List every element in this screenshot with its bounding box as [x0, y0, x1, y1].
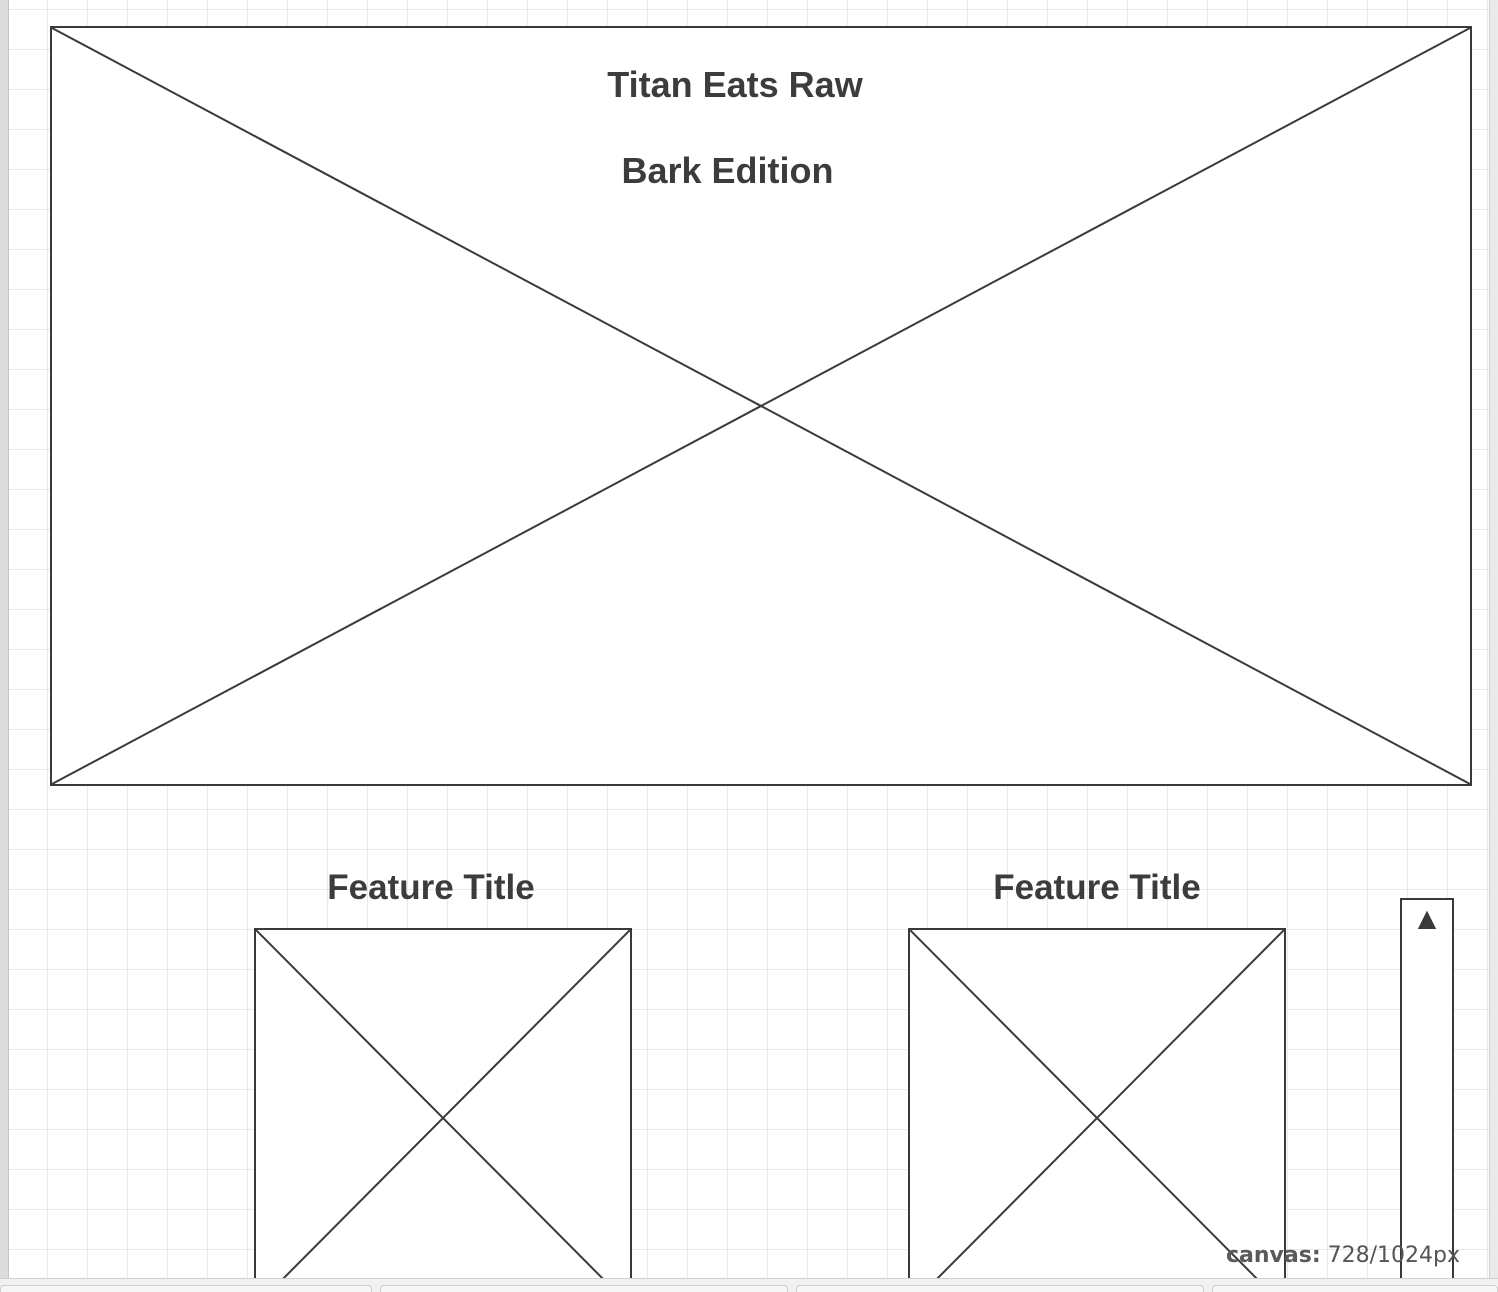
feature-image-placeholder-1[interactable]	[254, 928, 632, 1278]
image-placeholder-icon	[910, 930, 1284, 1278]
page-tab-strip	[0, 1278, 1498, 1292]
right-ruler	[1489, 0, 1498, 1278]
page-tab[interactable]	[796, 1285, 1204, 1292]
page-tab[interactable]	[380, 1285, 788, 1292]
design-canvas[interactable]	[9, 0, 1489, 1278]
scrollbar-widget[interactable]: ▲	[1400, 898, 1454, 1290]
hero-subtitle[interactable]: Bark Edition	[621, 150, 834, 191]
image-placeholder-icon	[256, 930, 630, 1278]
hero-title[interactable]: Titan Eats Raw	[607, 64, 863, 105]
hero-image-placeholder[interactable]	[50, 26, 1472, 786]
image-placeholder-icon	[52, 28, 1470, 784]
feature-title-2[interactable]: Feature Title	[993, 868, 1201, 907]
feature-image-placeholder-2[interactable]	[908, 928, 1286, 1278]
left-ruler	[0, 0, 9, 1278]
scroll-up-icon[interactable]: ▲	[1417, 904, 1437, 932]
canvas-size-label: canvas:	[1226, 1243, 1321, 1268]
canvas-size-readout: canvas: 728/1024px	[1226, 1243, 1460, 1268]
canvas-size-value: 728/1024px	[1320, 1243, 1461, 1268]
feature-title-1[interactable]: Feature Title	[327, 868, 535, 907]
page-tab[interactable]	[1212, 1285, 1498, 1292]
page-tab[interactable]	[0, 1285, 372, 1292]
